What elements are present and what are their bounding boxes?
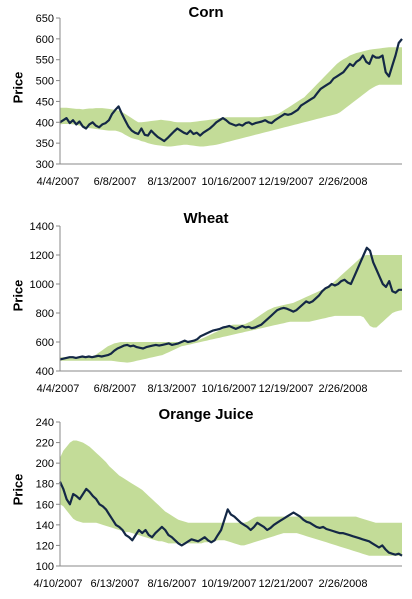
x-tick-label: 6/8/2007 [94,176,137,188]
y-tick-label: 600 [36,337,54,349]
y-tick-label: 120 [36,540,54,552]
x-tick-label: 2/26/2008 [319,578,368,590]
confidence-band [60,255,402,363]
x-tick-label: 8/13/2007 [148,383,197,395]
orange-juice-chart: 100 120 140 160 180 200 220 240 4/10/2007 6/13/20… [34,417,403,590]
y-tick-label: 450 [36,96,54,108]
wheat-chart-panel: Wheat Price 400 600 800 1000 1200 1400 4/4/200… [0,200,412,398]
y-tick-label: 160 [36,499,54,511]
y-tick-label: 600 [36,34,54,46]
x-tick-label: 10/16/2007 [201,383,256,395]
y-tick-label: 550 [36,55,54,67]
x-tick-label: 6/8/2007 [94,383,137,395]
y-tick-label: 200 [36,458,54,470]
y-tick-label: 650 [36,13,54,25]
orange-juice-chart-panel: Orange Juice Price 100 120 140 160 180 200 220… [0,400,412,598]
x-tick-label: 4/4/2007 [37,176,80,188]
x-tick-label: 10/19/2007 [201,578,256,590]
y-tick-label: 220 [36,438,54,450]
x-tick-label: 2/26/2008 [319,176,368,188]
y-tick-label: 350 [36,138,54,150]
confidence-band [60,440,402,556]
y-tick-label: 1200 [30,250,54,262]
y-tick-label: 400 [36,366,54,378]
y-tick-label: 140 [36,520,54,532]
y-tick-label: 100 [36,561,54,573]
corn-chart-panel: Corn Price 300 350 400 450 500 550 600 650 4/4/2… [0,0,412,198]
x-tick-label: 8/13/2007 [148,176,197,188]
y-tick-label: 240 [36,417,54,429]
y-tick-label: 300 [36,159,54,171]
y-tick-label: 400 [36,117,54,129]
chart-title: Orange Juice [158,406,254,423]
chart-title: Wheat [183,210,229,227]
x-tick-label: 12/21/2007 [258,578,313,590]
y-tick-label: 500 [36,76,54,88]
price-line [59,246,402,361]
x-tick-label: 2/26/2008 [319,383,368,395]
x-tick-label: 12/19/2007 [258,383,313,395]
y-tick-label: 800 [36,308,54,320]
x-tick-label: 10/16/2007 [201,176,256,188]
price-line [59,481,403,557]
wheat-chart: 400 600 800 1000 1200 1400 4/4/2007 6/8/2007 8/1… [30,221,402,395]
x-tick-label: 4/4/2007 [37,383,80,395]
x-tick-label: 4/10/2007 [34,578,83,590]
corn-chart: 300 350 400 450 500 550 600 650 4/4/2007 6/8/2007… [36,13,403,188]
y-tick-label: 1000 [30,279,54,291]
chart-title: Corn [188,4,224,21]
x-tick-label: 6/13/2007 [91,578,140,590]
confidence-band [60,47,402,147]
y-tick-label: 1400 [30,221,54,233]
x-tick-label: 8/16/2007 [148,578,197,590]
price-line [59,38,403,143]
y-tick-label: 180 [36,479,54,491]
x-tick-label: 12/19/2007 [258,176,313,188]
